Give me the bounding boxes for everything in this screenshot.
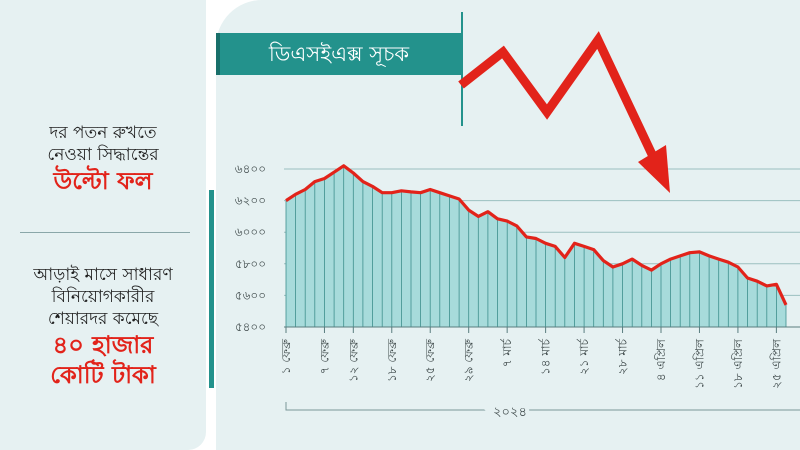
- x-tick-label: ১ ফেব্রু: [279, 338, 293, 374]
- series-line: [285, 164, 788, 306]
- x-axis-ticks: ১ ফেব্রু ৭ ফেব্রু ১২ ফেব্রু ১৮ ফেব্রু ২৫ ফেব…: [279, 327, 783, 389]
- x-tick-label: ২৯ ফেব্রু: [462, 338, 476, 382]
- x-tick-label: ২৮ মার্চ: [616, 338, 630, 375]
- x-tick-label: ১৪ মার্চ: [539, 338, 553, 375]
- title-stripe: [216, 33, 220, 75]
- x-tick-label: ১২ ফেব্রু: [346, 338, 360, 382]
- y-tick-label: ৬২০০: [235, 194, 266, 208]
- summary-amount-1: ৪০ হাজার: [52, 331, 154, 359]
- x-tick-label: ১৮ এপ্রিল: [731, 338, 745, 389]
- title-rule: [461, 12, 463, 126]
- year-bracket: ২০২৪: [285, 401, 800, 424]
- summary-amount-2: কোটি টাকা: [50, 361, 156, 389]
- x-tick-label: ২১ মার্চ: [577, 338, 591, 375]
- x-tick-label: ৭ মার্চ: [500, 338, 514, 367]
- x-tick-label: ২৫ এপ্রিল: [769, 338, 783, 389]
- year-label: ২০২৪: [493, 405, 527, 420]
- x-tick-label: ২৫ ফেব্রু: [423, 338, 437, 382]
- y-tick-label: ৫৬০০: [235, 288, 266, 302]
- chart-title: ডিএসইএক্স সূচক: [268, 42, 410, 66]
- headline-block: দর পতন রুখতে নেওয়া সিদ্ধান্তের উল্টো ফল: [8, 122, 198, 196]
- headline-line-2: নেওয়া সিদ্ধান্তের: [47, 145, 159, 165]
- down-arrow-icon: [458, 31, 670, 193]
- headline-emphasis: উল্টো ফল: [53, 167, 153, 195]
- accent-bar: [209, 190, 214, 388]
- y-tick-label: ৫৮০০: [235, 257, 266, 271]
- summary-line-2: বিনিয়োগকারীর: [51, 287, 155, 307]
- summary-line-3: শেয়ারদর কমেছে: [47, 309, 159, 329]
- y-axis-ticks: ৬৪০০ ৬২০০ ৬০০০ ৫৮০০ ৫৬০০ ৫৪০০: [235, 162, 266, 334]
- x-tick-label: ৪ এপ্রিল: [654, 338, 668, 381]
- y-tick-label: ৫৪০০: [235, 320, 266, 334]
- x-tick-label: ১১ এপ্রিল: [693, 338, 707, 389]
- x-tick-label: ১৮ ফেব্রু: [385, 338, 399, 382]
- summary-block: আড়াই মাসে সাধারণ বিনিয়োগকারীর শেয়ারদর…: [8, 264, 198, 390]
- year-bracket-line: [285, 402, 800, 411]
- arrow-shaft: [458, 31, 662, 167]
- vertical-hatch: [284, 164, 800, 328]
- chart-title-box: ডিএসইএক্স সূচক: [216, 33, 462, 75]
- arrow-head: [638, 145, 670, 193]
- left-info-panel: দর পতন রুখতে নেওয়া সিদ্ধান্তের উল্টো ফল…: [0, 0, 206, 450]
- y-tick-label: ৬০০০: [235, 225, 266, 239]
- summary-line-1: আড়াই মাসে সাধারণ: [33, 265, 173, 285]
- panel-divider: [20, 232, 190, 233]
- x-tick-label: ৭ ফেব্রু: [318, 338, 332, 374]
- y-tick-label: ৬৪০০: [235, 162, 266, 176]
- headline-line-1: দর পতন রুখতে: [49, 123, 157, 143]
